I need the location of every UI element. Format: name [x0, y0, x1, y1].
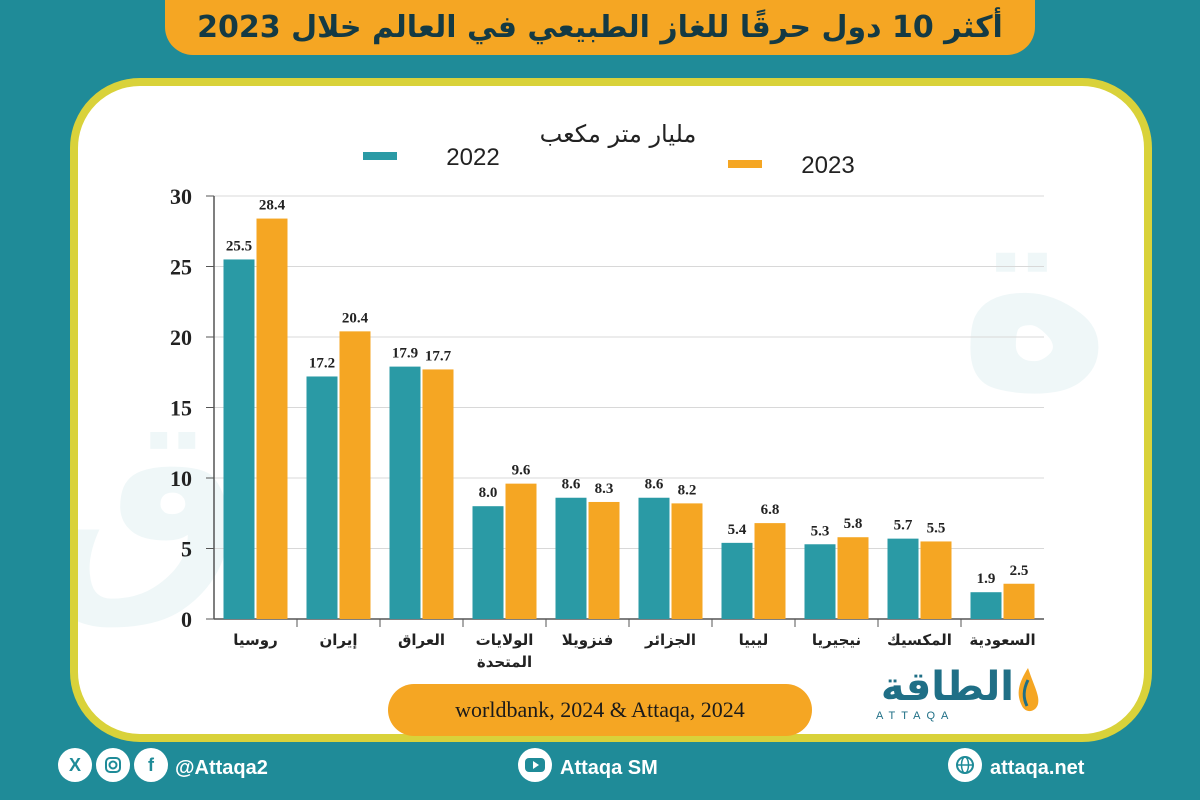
legend-swatch-2023 [728, 160, 762, 168]
data-label: 1.9 [977, 571, 996, 587]
youtube-channel[interactable]: Attaqa SM [560, 757, 658, 779]
data-label: 17.2 [309, 355, 335, 371]
website[interactable]: attaqa.net [990, 757, 1085, 779]
x-tick-label: إيران [319, 631, 357, 649]
y-tick-label: 30 [170, 184, 192, 209]
x-tick-label: الجزائر [644, 631, 696, 649]
data-label: 6.8 [761, 502, 780, 518]
data-label: 28.4 [259, 198, 286, 214]
youtube-icon[interactable] [518, 748, 552, 782]
data-label: 5.7 [894, 518, 913, 534]
x-tick-label: روسيا [233, 631, 277, 649]
bar-2022 [804, 544, 836, 619]
title-banner: أكثر 10 دول حرقًا للغاز الطبيعي في العال… [165, 0, 1035, 55]
bar-2022 [223, 259, 255, 619]
instagram-icon[interactable] [96, 748, 130, 782]
attaqa-logo: الطاقة ATTAQA [862, 660, 1042, 730]
data-label: 5.8 [844, 516, 863, 532]
logo-latin: ATTAQA [876, 710, 955, 722]
data-label: 9.6 [512, 463, 531, 479]
bar-2023 [588, 501, 620, 619]
drop-icon [1018, 668, 1039, 712]
bar-2022 [389, 366, 421, 619]
unit-label: مليار متر مكعب [540, 120, 697, 148]
y-tick-label: 5 [181, 537, 192, 562]
bar-2022 [721, 542, 753, 619]
data-label: 17.7 [425, 348, 452, 364]
bar-2023 [256, 218, 288, 619]
legend-swatch-2022 [363, 152, 397, 160]
bar-2022 [887, 538, 919, 619]
bar-2023 [422, 369, 454, 619]
bar-2023 [920, 541, 952, 619]
x-tick-label: العراق [398, 631, 445, 649]
legend-label-2023: 2023 [801, 152, 854, 179]
facebook-icon[interactable]: f [134, 748, 168, 782]
data-label: 2.5 [1010, 563, 1029, 579]
globe-icon[interactable] [948, 748, 982, 782]
data-label: 25.5 [226, 238, 252, 254]
bar-2022 [306, 376, 338, 619]
chart-title: أكثر 10 دول حرقًا للغاز الطبيعي في العال… [197, 10, 1003, 45]
data-label: 5.5 [927, 520, 946, 536]
x-tick-label: المتحدة [477, 653, 532, 671]
data-label: 8.0 [479, 485, 498, 501]
data-label: 8.2 [678, 482, 697, 498]
bar-chart: 0 5 10 15 20 25 30 مليار متر مكعب 2022 2023 25.5 28… [170, 120, 1044, 671]
bar-2022 [638, 497, 670, 619]
x-tick-label: الولايات [476, 631, 534, 649]
bar-2023 [1003, 583, 1035, 619]
legend-label-2022: 2022 [446, 144, 499, 171]
y-tick-label: 10 [170, 466, 192, 491]
bar-2022 [970, 592, 1002, 619]
footer-bar: X f @Attaqa2 Attaqa SM attaqa.net [0, 742, 1200, 800]
bar-2023 [754, 523, 786, 619]
logo-arabic: الطاقة [880, 664, 1014, 710]
source-text: worldbank, 2024 & Attaqa, 2024 [455, 697, 745, 722]
y-tick-label: 0 [181, 607, 192, 632]
y-tick-label: 25 [170, 255, 192, 280]
data-label: 5.3 [811, 523, 830, 539]
bar-2023 [505, 483, 537, 619]
data-label: 8.3 [595, 481, 614, 497]
x-icon[interactable]: X [58, 748, 92, 782]
data-label: 17.9 [392, 346, 418, 362]
bar-2022 [472, 506, 504, 619]
data-label: 20.4 [342, 310, 369, 326]
x-tick-label: السعودية [969, 631, 1035, 649]
x-tick-label: ليبيا [739, 631, 769, 649]
bar-2023 [339, 331, 371, 619]
social-handle[interactable]: @Attaqa2 [175, 757, 268, 779]
x-tick-label: المكسيك [887, 631, 952, 649]
y-tick-label: 20 [170, 325, 192, 350]
x-tick-label: نيجيريا [812, 631, 861, 649]
data-label: 8.6 [562, 477, 581, 493]
bar-2023 [671, 503, 703, 619]
bar-2023 [837, 537, 869, 619]
source-pill: worldbank, 2024 & Attaqa, 2024 [388, 684, 812, 736]
data-label: 8.6 [645, 477, 664, 493]
bar-2022 [555, 497, 587, 619]
y-tick-label: 15 [170, 396, 192, 421]
data-label: 5.4 [728, 522, 747, 538]
x-tick-label: فنزويلا [562, 631, 614, 649]
